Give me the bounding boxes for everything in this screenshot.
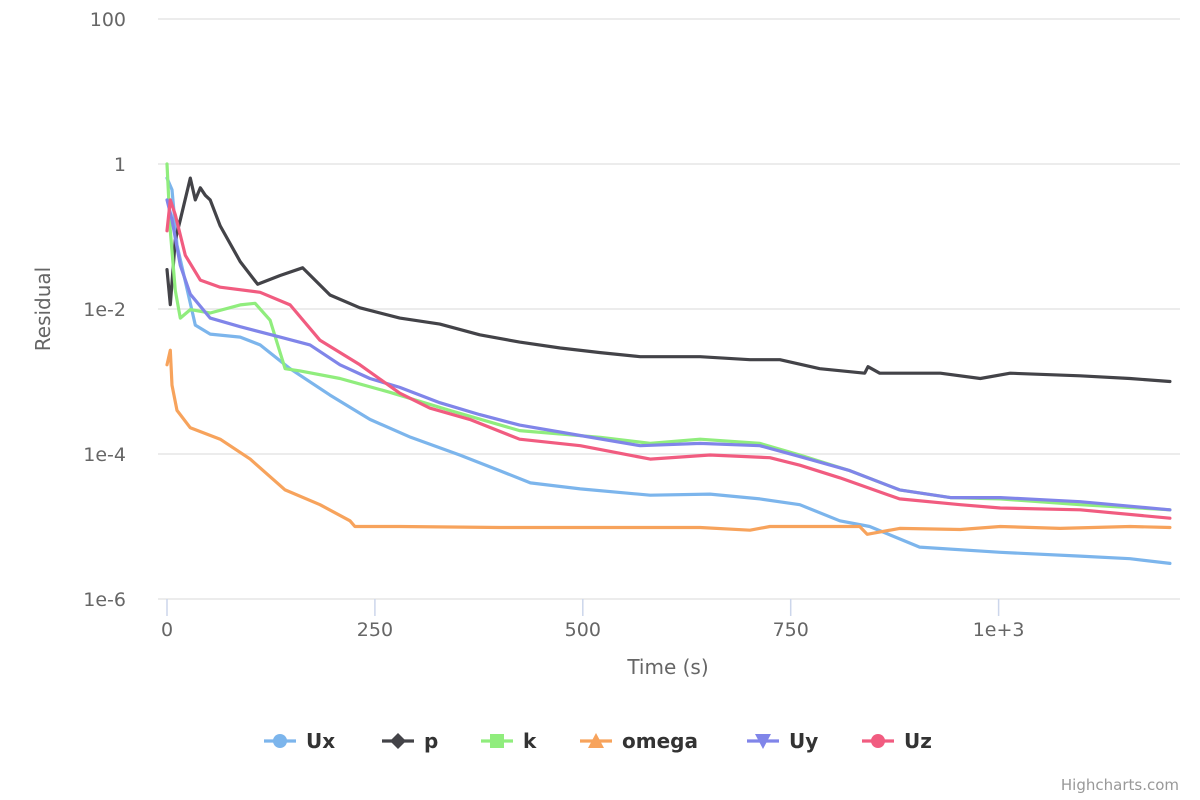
legend-item-k[interactable]: k — [481, 729, 537, 753]
x-tick-label: 250 — [357, 619, 393, 641]
y-tick-label: 1e-6 — [83, 589, 126, 611]
legend-label[interactable]: Ux — [306, 729, 335, 753]
legend-label[interactable]: p — [424, 729, 438, 753]
legend-item-Ux[interactable]: Ux — [264, 729, 335, 753]
x-axis-title: Time (s) — [626, 655, 708, 679]
series-line-Uz[interactable] — [165, 198, 1172, 520]
y-tick-label: 100 — [90, 9, 126, 31]
triangle-marker-icon — [588, 733, 604, 748]
x-axis — [166, 599, 1000, 616]
series-line-p[interactable] — [165, 176, 1172, 384]
y-axis-tick-labels: 100 1 1e-2 1e-4 1e-6 — [83, 9, 126, 611]
legend-item-omega[interactable]: omega — [580, 729, 698, 753]
triangle-down-marker-icon — [755, 734, 771, 749]
circle-marker-icon — [273, 734, 287, 748]
x-axis-tick-labels: 0 250 500 750 1e+3 — [161, 619, 1025, 641]
legend-label[interactable]: Uy — [789, 729, 818, 753]
legend-label[interactable]: omega — [622, 729, 698, 753]
legend-item-Uy[interactable]: Uy — [747, 729, 818, 753]
series-line-Ux[interactable] — [165, 176, 1172, 566]
legend: Ux p k omega Uy Uz — [264, 729, 932, 753]
y-axis-title: Residual — [31, 267, 55, 351]
x-tick-label: 750 — [773, 619, 809, 641]
y-grid-lines — [158, 18, 1180, 600]
series-line-omega[interactable] — [165, 348, 1172, 536]
legend-label[interactable]: Uz — [904, 729, 932, 753]
legend-item-Uz[interactable]: Uz — [862, 729, 932, 753]
diamond-marker-icon — [390, 733, 406, 749]
legend-item-p[interactable]: p — [382, 729, 438, 753]
legend-label[interactable]: k — [523, 729, 537, 753]
square-marker-icon — [490, 734, 504, 748]
x-tick-label: 1e+3 — [973, 619, 1025, 641]
y-tick-label: 1 — [114, 154, 126, 176]
y-tick-label: 1e-4 — [83, 444, 126, 466]
circle-marker-icon — [871, 734, 885, 748]
series-line-Uy[interactable] — [165, 198, 1172, 512]
x-tick-label: 500 — [565, 619, 601, 641]
y-tick-label: 1e-2 — [83, 299, 126, 321]
x-tick-label: 0 — [161, 619, 173, 641]
series-lines — [165, 162, 1172, 566]
credits-link[interactable]: Highcharts.com — [1061, 776, 1179, 794]
